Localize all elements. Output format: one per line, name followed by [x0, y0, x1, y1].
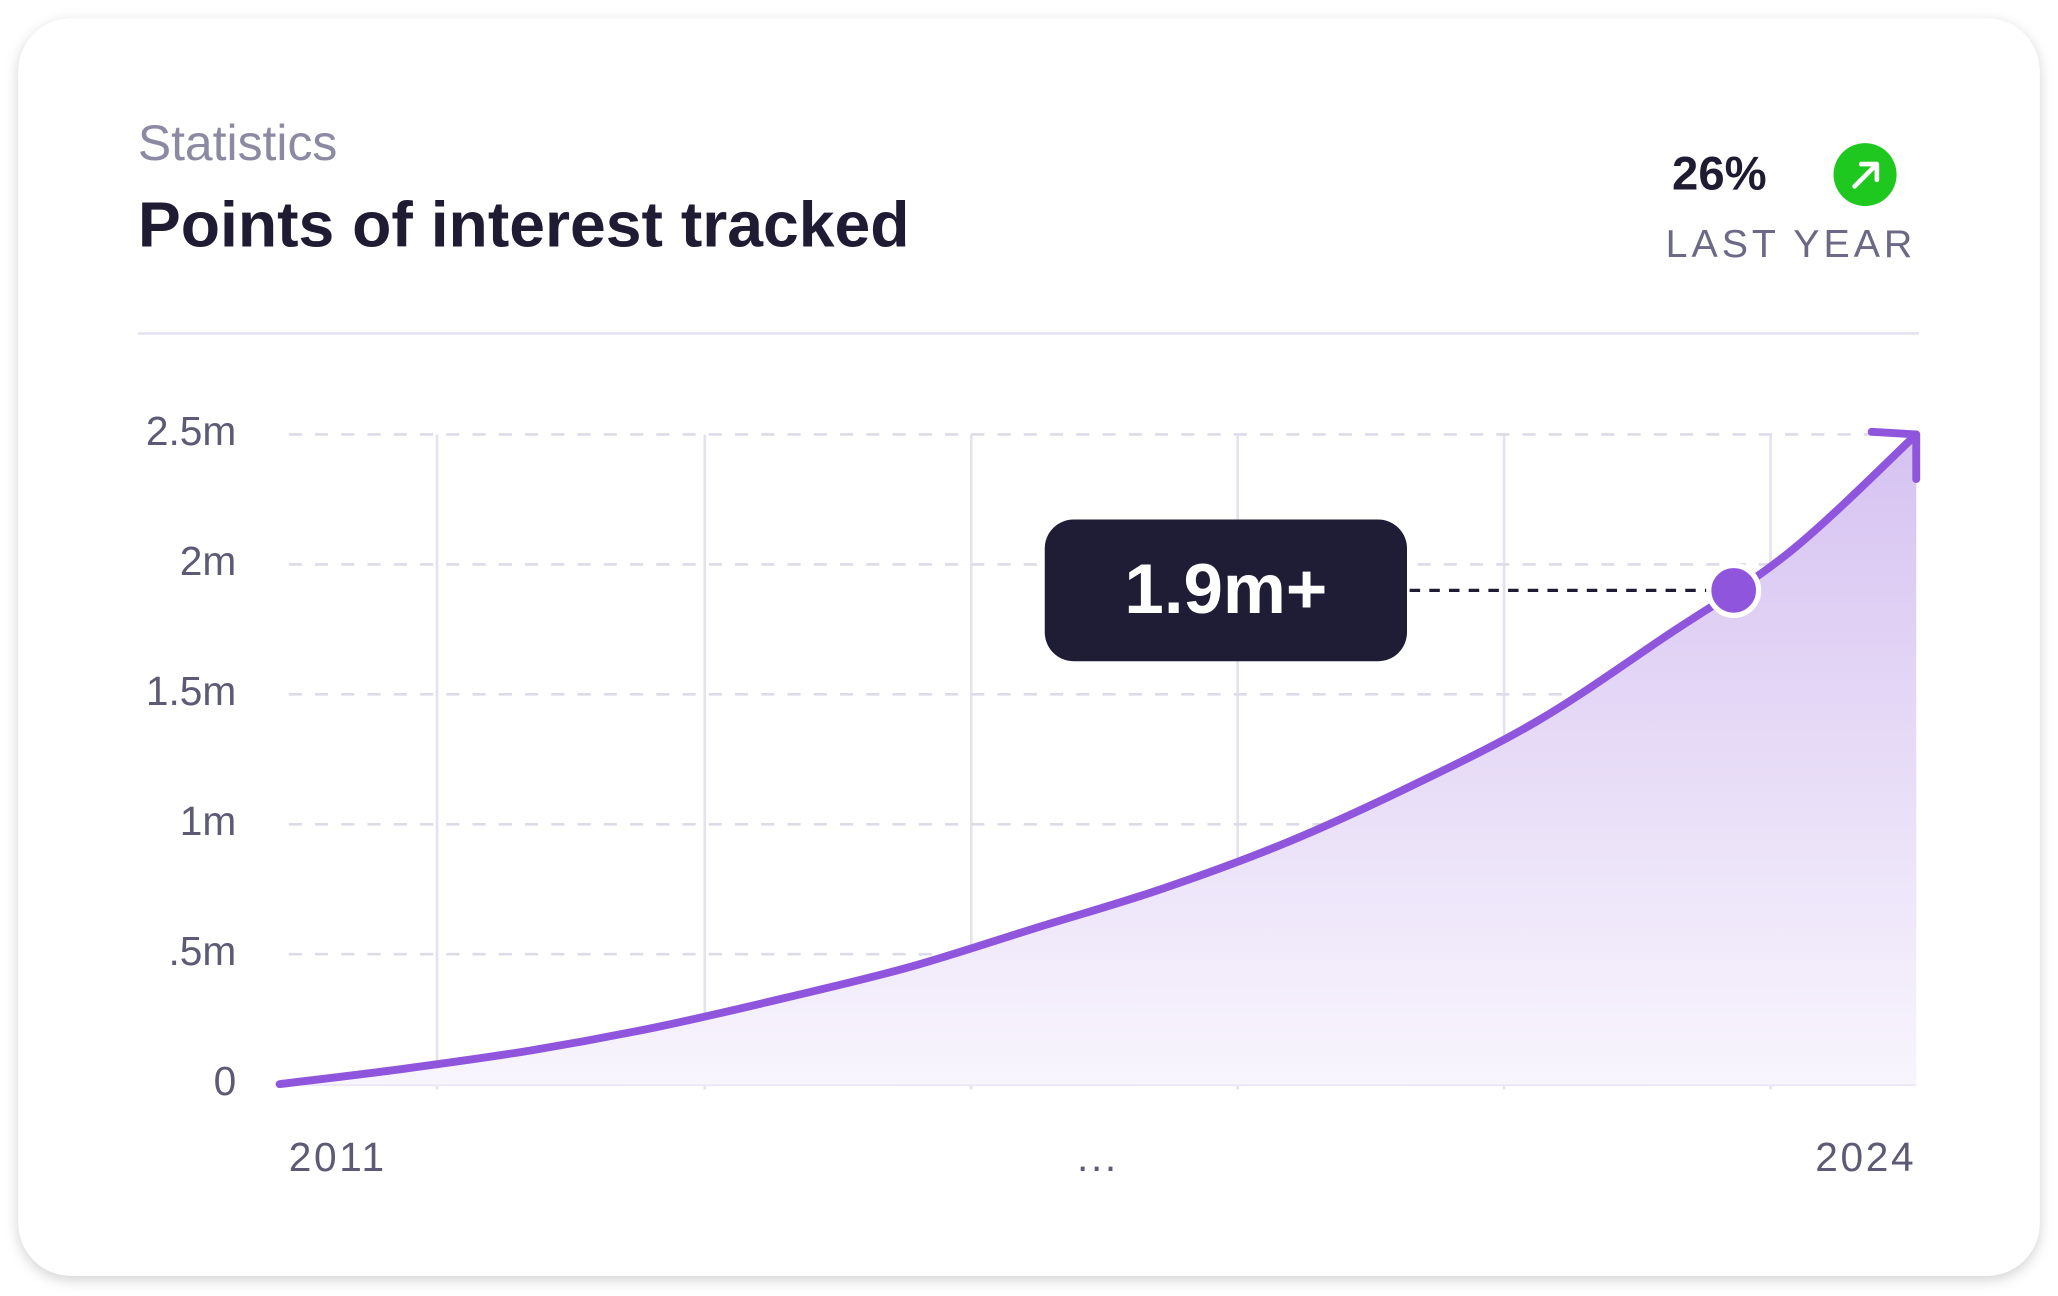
line: [275, 430, 1921, 1089]
subtitle: Statistics: [138, 115, 338, 171]
y-tick-label: 0: [214, 1058, 237, 1104]
highlight-point: [1706, 562, 1762, 618]
chart-title: Points of interest tracked: [138, 189, 910, 261]
highlight-box: [1044, 519, 1407, 662]
trend-arrow: [1852, 161, 1880, 189]
kpi-value: 26%: [1672, 148, 1767, 201]
x-tick-label: 2024: [1815, 1134, 1916, 1180]
highlight-label: 1.9m+: [1124, 550, 1327, 629]
kpi-caption: LAST YEAR: [1666, 222, 1917, 266]
y-tick-label: 1m: [180, 798, 237, 844]
area: [279, 434, 1917, 1085]
y-tick-label: 2m: [180, 538, 237, 584]
y-tick-label: 2.5m: [146, 408, 236, 454]
y-tick-label: 1.5m: [146, 668, 236, 714]
x-tick-label: 2011: [289, 1134, 387, 1180]
end-arrow: [1867, 427, 1921, 484]
y-tick-label: .5m: [168, 928, 236, 974]
x-tick-label: ...: [1077, 1134, 1119, 1180]
